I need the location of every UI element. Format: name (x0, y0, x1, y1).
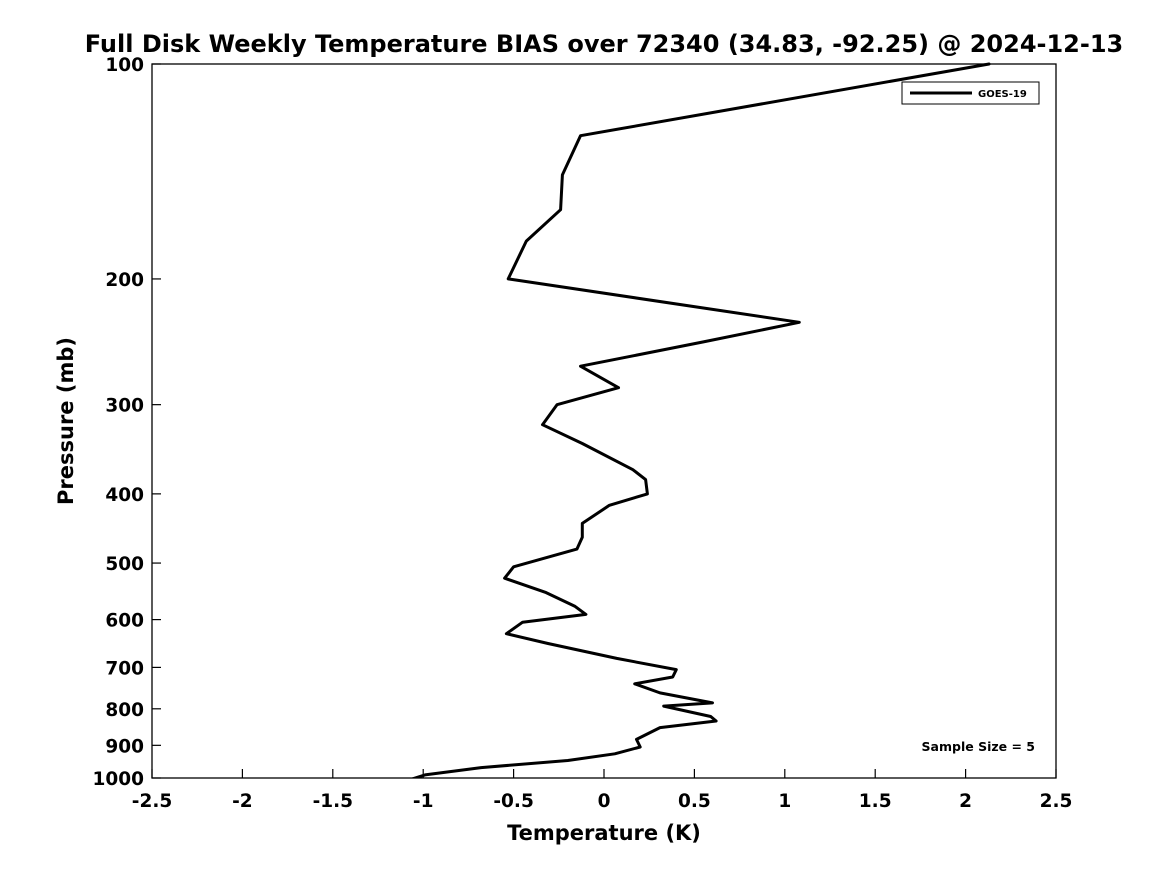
x-tick-label-8: 1.5 (859, 791, 892, 812)
series-layer (410, 62, 991, 778)
y-tick-label-4: 500 (105, 554, 144, 575)
x-tick-label-7: 1 (778, 791, 791, 812)
y-tick-label-1: 200 (105, 270, 144, 291)
x-tick-label-0: -2.5 (132, 791, 172, 812)
y-tick-label-7: 800 (105, 700, 144, 721)
x-tick-label-3: -1 (413, 791, 434, 812)
x-axis-label: Temperature (K) (507, 821, 701, 845)
plot-frame (151, 63, 1057, 779)
x-tick-label-1: -2 (232, 791, 253, 812)
x-tick-label-2: -1.5 (313, 791, 353, 812)
x-axis-ticks: -2.5 -2 -1.5 -1 -0.5 0 0.5 1 1.5 2 2.5 (132, 769, 1073, 812)
x-tick-label-10: 2.5 (1040, 791, 1073, 812)
y-tick-label-0: 100 (105, 55, 144, 76)
legend: GOES-19 (901, 81, 1040, 105)
x-tick-label-4: -0.5 (493, 791, 533, 812)
y-axis-ticks: 100 200 300 400 500 600 700 800 900 1000 (93, 55, 161, 790)
y-tick-label-8: 900 (105, 736, 144, 757)
sample-size-annotation: Sample Size = 5 (922, 739, 1035, 754)
y-tick-label-5: 600 (105, 611, 144, 632)
y-tick-label-9: 1000 (93, 769, 145, 790)
chart-title: Full Disk Weekly Temperature BIAS over 7… (85, 30, 1124, 58)
x-tick-label-5: 0 (598, 791, 611, 812)
x-tick-label-9: 2 (959, 791, 972, 812)
legend-label-goes-19: GOES-19 (978, 89, 1027, 100)
y-tick-label-6: 700 (105, 658, 144, 679)
y-tick-label-3: 400 (105, 485, 144, 506)
series-line-goes-19 (410, 62, 991, 778)
x-tick-label-6: 0.5 (678, 791, 711, 812)
plot-area (151, 63, 1057, 779)
y-tick-label-2: 300 (105, 396, 144, 417)
y-axis-label: Pressure (mb) (54, 337, 78, 505)
